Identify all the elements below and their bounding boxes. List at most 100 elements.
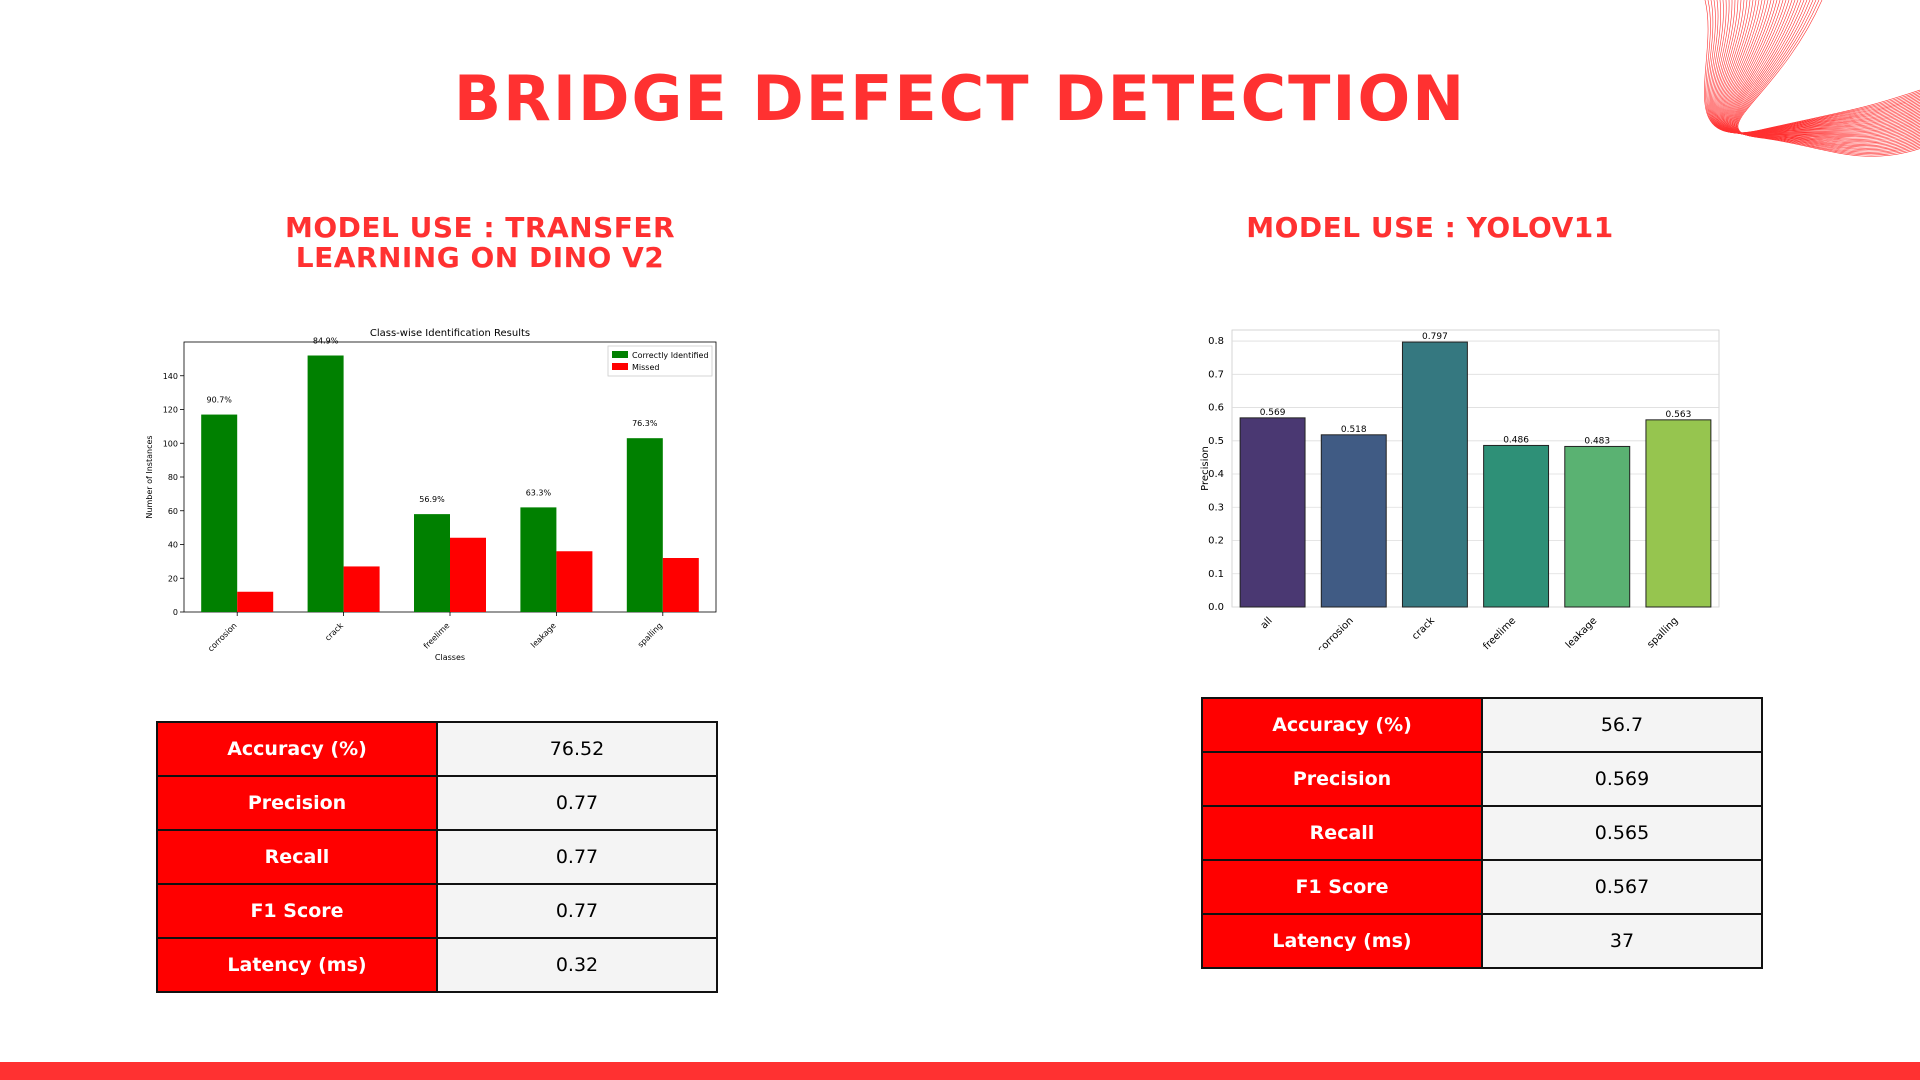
dino-metrics-row: F1 Score 0.77 <box>156 883 718 939</box>
y-axis-label: Number of Instances <box>145 435 154 518</box>
left-model-heading-line-1: MODEL USE : TRANSFER <box>284 211 676 244</box>
y-tick-label: 0.2 <box>1208 536 1224 547</box>
bottom-accent-bar <box>0 1062 1920 1080</box>
bar-crack <box>1401 341 1468 608</box>
y-tick-label: 0.5 <box>1208 436 1224 447</box>
dino-metrics-row: Precision 0.77 <box>156 775 718 831</box>
wave-line <box>1725 0 1920 135</box>
wave-line <box>1718 0 1920 135</box>
wave-line <box>1727 0 1920 138</box>
y-tick-label: 20 <box>168 574 178 583</box>
bar-correct <box>626 438 663 612</box>
x-tick-label: all <box>1259 615 1275 631</box>
yolo-metrics-row: Recall 0.565 <box>1201 805 1763 861</box>
precision-by-class-chart: 0.0 0.1 0.2 0.3 0.4 0.5 0.6 0.7 0.8 Precision 0.56… <box>1200 329 1720 650</box>
wave-line <box>1706 0 1920 133</box>
bar-correct <box>307 355 344 612</box>
wave-line <box>1714 0 1920 134</box>
metric-name: Latency (ms) <box>1201 913 1483 969</box>
metric-name: Latency (ms) <box>156 937 438 993</box>
metric-value: 0.77 <box>436 829 718 885</box>
legend-label: Missed <box>632 363 659 372</box>
y-tick-label: 80 <box>168 473 178 482</box>
wave-line <box>1719 0 1920 135</box>
bar-freelime <box>1483 444 1550 608</box>
metric-name: Recall <box>1201 805 1483 861</box>
wave-line <box>1717 0 1920 134</box>
wave-line <box>1726 0 1920 136</box>
metric-name: F1 Score <box>1201 859 1483 915</box>
bar-all <box>1239 417 1306 608</box>
value-label: 0.797 <box>1422 332 1448 342</box>
bar-correct <box>520 507 557 612</box>
bar-missed <box>556 551 593 612</box>
wave-line <box>1719 0 1920 135</box>
y-tick-label: 0.4 <box>1208 469 1224 480</box>
yolo-metrics-row: F1 Score 0.567 <box>1201 859 1763 915</box>
bar-corrosion <box>1320 434 1387 608</box>
bar-missed <box>237 591 274 612</box>
percentage-annotation: 63.3% <box>526 488 552 497</box>
class-wise-results-chart: Class-wise Identification Results 0 20 40 60… <box>145 328 717 662</box>
right-model-heading: MODEL USE : YOLOV11 <box>1246 211 1614 244</box>
y-tick-label: 40 <box>168 541 178 550</box>
value-label: 0.483 <box>1584 436 1610 446</box>
metric-name: F1 Score <box>156 883 438 939</box>
y-tick-label: 60 <box>168 507 178 516</box>
y-tick-label: 120 <box>163 406 178 415</box>
x-tick-label: freelime <box>1481 615 1518 650</box>
page-title: BRIDGE DEFECT DETECTION <box>453 62 1467 135</box>
dino-metrics-table: Accuracy (%) 76.52 Precision 0.77 Recall 0.77… <box>156 721 718 993</box>
wave-line <box>1721 0 1920 135</box>
metric-name: Precision <box>156 775 438 831</box>
percentage-annotation: 76.3% <box>632 419 658 428</box>
left-model-heading-line-2: LEARNING ON DINO V2 <box>295 241 665 274</box>
wave-line <box>1711 0 1920 134</box>
yolo-metrics-table: Accuracy (%) 56.7 Precision 0.569 Recall 0.56… <box>1201 697 1763 969</box>
bar-missed <box>662 558 699 612</box>
bar-spalling <box>1645 419 1712 608</box>
y-tick-label: 0.7 <box>1208 369 1224 380</box>
dino-metrics-row: Accuracy (%) 76.52 <box>156 721 718 777</box>
wave-line <box>1708 0 1920 134</box>
plot-frame <box>1231 329 1720 608</box>
yolo-metrics-row: Accuracy (%) 56.7 <box>1201 697 1763 753</box>
yolo-metrics-row: Latency (ms) 37 <box>1201 913 1763 969</box>
metric-name: Precision <box>1201 751 1483 807</box>
legend-swatch <box>612 363 628 370</box>
dino-metrics-row: Latency (ms) 0.32 <box>156 937 718 993</box>
bar-missed <box>343 566 380 612</box>
percentage-annotation: 56.9% <box>419 495 445 504</box>
metric-value: 0.77 <box>436 775 718 831</box>
metric-value: 0.77 <box>436 883 718 939</box>
x-tick-label: crack <box>1410 615 1437 642</box>
bar-correct <box>414 514 450 612</box>
wave-line <box>1707 0 1920 134</box>
yolo-metrics-row: Precision 0.569 <box>1201 751 1763 807</box>
y-tick-label: 0 <box>173 608 178 617</box>
left-model-heading: MODEL USE : TRANSFER LEARNING ON DINO V2 <box>200 213 760 273</box>
x-tick-label: leakage <box>1564 615 1600 650</box>
y-tick-label: 0.8 <box>1208 336 1224 347</box>
wave-line <box>1722 0 1920 135</box>
wave-line <box>1724 0 1920 135</box>
wave-line <box>1705 0 1920 133</box>
wave-line <box>1726 0 1920 135</box>
x-tick-label: spalling <box>1645 615 1680 650</box>
bar-missed <box>450 537 486 612</box>
metric-value: 56.7 <box>1481 697 1763 753</box>
legend-label: Correctly Identified <box>632 351 709 360</box>
metric-value: 0.565 <box>1481 805 1763 861</box>
wave-line <box>1723 0 1920 135</box>
y-tick-label: 140 <box>163 372 178 381</box>
metric-value: 0.569 <box>1481 751 1763 807</box>
x-tick-label: leakage <box>529 621 558 650</box>
x-tick-label: spalling <box>636 621 664 649</box>
wave-line <box>1710 0 1920 134</box>
chart-title: Class-wise Identification Results <box>370 328 530 339</box>
x-tick-label: freelime <box>422 621 452 651</box>
percentage-annotation: 84.9% <box>313 337 339 346</box>
x-tick-label: crack <box>323 621 345 643</box>
value-label: 0.563 <box>1666 410 1692 420</box>
y-tick-label: 100 <box>163 439 178 448</box>
